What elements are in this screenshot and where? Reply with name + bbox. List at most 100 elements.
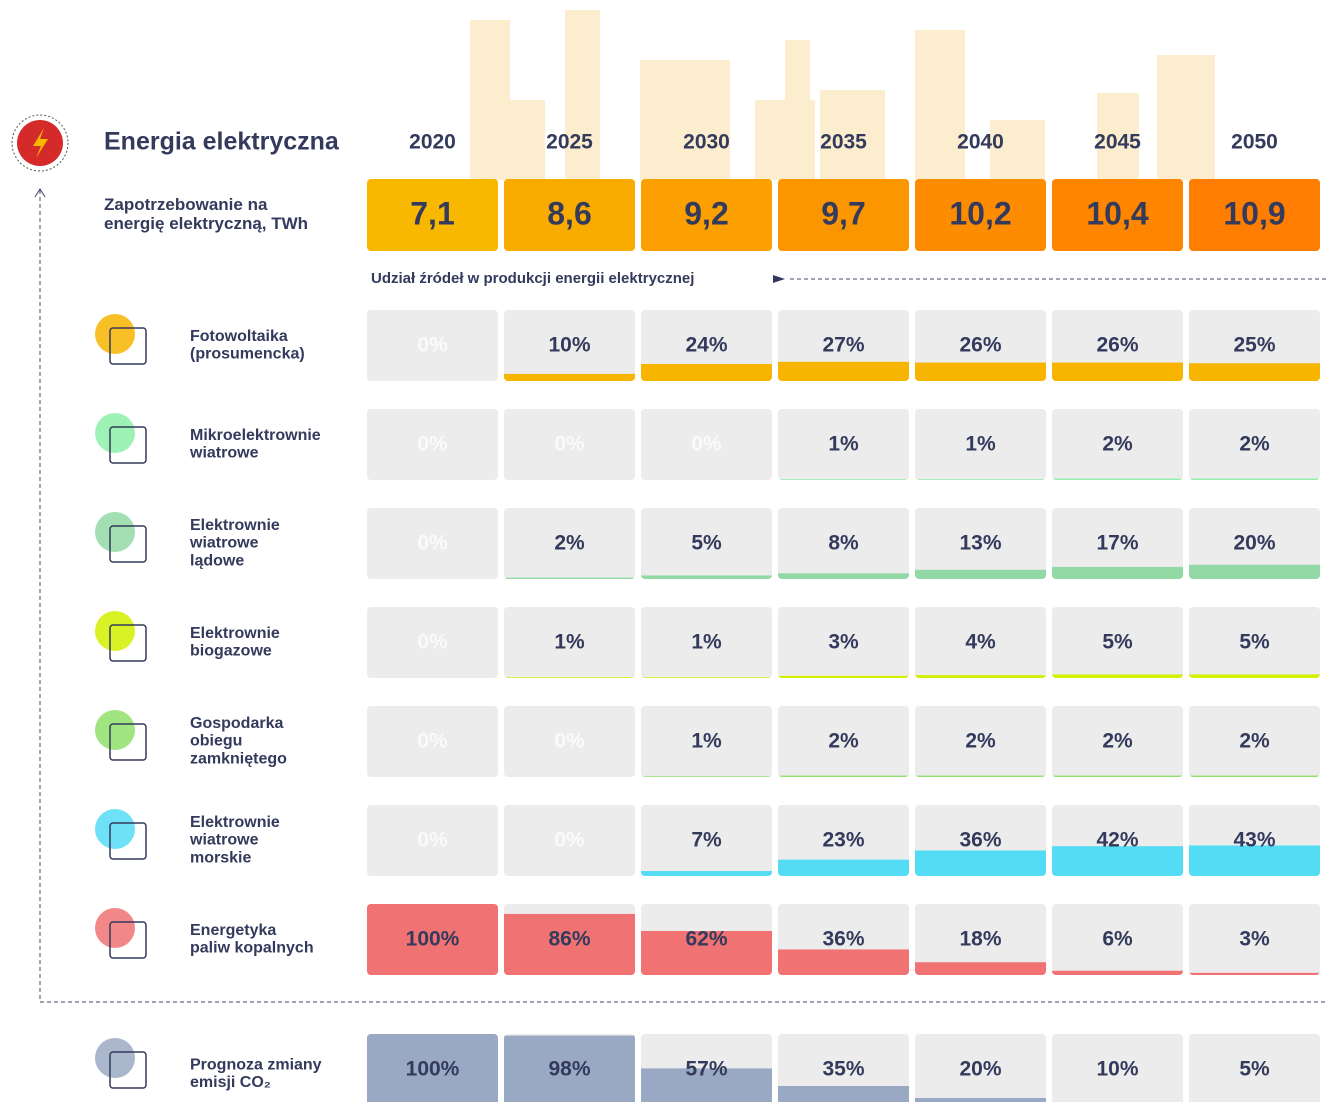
source-label: wiatrowe — [189, 832, 259, 849]
source-icon-dot — [95, 710, 135, 750]
skyline — [470, 10, 1215, 180]
share-value: 35% — [822, 1058, 864, 1081]
year-label: 2050 — [1231, 131, 1278, 154]
share-band — [1052, 776, 1183, 777]
share-value: 3% — [1239, 928, 1270, 951]
source-label: Gospodarka — [190, 715, 283, 732]
share-value: 86% — [548, 928, 590, 951]
source-icon-dot — [95, 314, 135, 354]
share-band — [1052, 479, 1183, 480]
demand-value: 8,6 — [547, 195, 591, 231]
share-band — [1189, 973, 1320, 975]
share-value: 0% — [554, 730, 585, 753]
share-value: 2% — [1102, 433, 1133, 456]
share-value: 1% — [691, 730, 722, 753]
demand-label: Zapotrzebowanie na — [104, 195, 268, 214]
share-value: 5% — [1239, 631, 1270, 654]
source-label: obiegu — [190, 733, 242, 750]
share-band — [915, 850, 1046, 876]
title: Energia elektryczna — [104, 128, 340, 156]
source-icon-dot — [95, 512, 135, 552]
share-value: 0% — [417, 532, 448, 555]
share-value: 36% — [822, 928, 864, 951]
share-value: 10% — [548, 334, 590, 357]
share-value: 100% — [406, 928, 460, 951]
share-band — [778, 949, 909, 975]
share-value: 57% — [685, 1058, 727, 1081]
share-value: 0% — [554, 829, 585, 852]
source-label: paliw kopalnych — [190, 940, 314, 957]
share-value: 8% — [828, 532, 859, 555]
share-value: 18% — [959, 928, 1001, 951]
source-icon-dot — [95, 611, 135, 651]
source-label: emisji CO₂ — [190, 1074, 271, 1091]
year-label: 2040 — [957, 131, 1004, 154]
share-band — [915, 1098, 1046, 1102]
source-label: wiatrowe — [189, 535, 259, 552]
share-value: 0% — [691, 433, 722, 456]
share-value: 0% — [417, 334, 448, 357]
share-band — [1052, 363, 1183, 381]
share-value: 3% — [828, 631, 859, 654]
year-label: 2025 — [546, 131, 593, 154]
source-label: Elektrownie — [190, 517, 280, 534]
share-band — [641, 364, 772, 381]
source-icon-dot — [95, 413, 135, 453]
share-band — [641, 677, 772, 678]
share-value: 13% — [959, 532, 1001, 555]
share-value: 2% — [1102, 730, 1133, 753]
source-label: Elektrownie — [190, 814, 280, 831]
share-value: 6% — [1102, 928, 1133, 951]
share-value: 1% — [828, 433, 859, 456]
share-value: 98% — [548, 1058, 590, 1081]
source-label: Mikroelektrownie — [190, 427, 321, 444]
share-value: 23% — [822, 829, 864, 852]
share-value: 43% — [1233, 829, 1275, 852]
share-value: 0% — [417, 829, 448, 852]
share-value: 10% — [1096, 1058, 1138, 1081]
share-value: 2% — [828, 730, 859, 753]
share-value: 7% — [691, 829, 722, 852]
share-value: 1% — [965, 433, 996, 456]
share-value: 26% — [959, 334, 1001, 357]
share-value: 1% — [554, 631, 585, 654]
source-label: Fotowoltaika — [190, 328, 288, 345]
share-title: Udział źródeł w produkcji energii elektr… — [371, 270, 694, 287]
share-value: 27% — [822, 334, 864, 357]
share-value: 17% — [1096, 532, 1138, 555]
source-icon-dot — [95, 809, 135, 849]
share-band — [1052, 971, 1183, 975]
share-value: 1% — [691, 631, 722, 654]
source-label: (prosumencka) — [190, 346, 305, 363]
year-label: 2045 — [1094, 131, 1141, 154]
share-value: 0% — [417, 730, 448, 753]
share-band — [504, 677, 635, 678]
demand-value: 10,2 — [949, 195, 1011, 231]
share-value: 4% — [965, 631, 996, 654]
source-label: wiatrowe — [189, 445, 259, 462]
share-value: 5% — [691, 532, 722, 555]
demand-value: 7,1 — [410, 195, 454, 231]
share-band — [504, 578, 635, 579]
share-band — [1189, 674, 1320, 678]
share-band — [778, 776, 909, 777]
share-band — [641, 575, 772, 579]
share-band — [1052, 567, 1183, 579]
source-label: Energetyka — [190, 922, 276, 939]
share-band — [778, 860, 909, 876]
year-label: 2020 — [409, 131, 456, 154]
share-band — [1189, 776, 1320, 777]
share-band — [1189, 479, 1320, 480]
share-band — [1189, 363, 1320, 381]
demand-value: 9,2 — [684, 195, 728, 231]
source-label: lądowe — [190, 552, 244, 569]
infographic: Energia elektryczna Udział źródeł w prod… — [0, 0, 1326, 1102]
year-label: 2035 — [820, 131, 867, 154]
source-label: Prognoza zmiany — [190, 1056, 322, 1073]
share-band — [915, 776, 1046, 777]
share-band — [1052, 674, 1183, 678]
share-value: 5% — [1239, 1058, 1270, 1081]
share-value: 0% — [417, 433, 448, 456]
share-band — [641, 776, 772, 777]
share-value: 2% — [554, 532, 585, 555]
